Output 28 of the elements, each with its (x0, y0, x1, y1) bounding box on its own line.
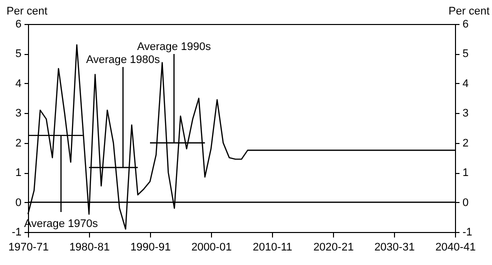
annotation: Average 1990s (137, 41, 212, 53)
y-tick-label: 4 (15, 78, 22, 90)
y2-axis-title: Per cent (448, 6, 490, 18)
x-tick-label: 2040-41 (435, 242, 476, 254)
x-tick-label: 2020-21 (313, 242, 354, 254)
y-tick-label: 3 (15, 108, 22, 120)
y2-tick-label: 3 (462, 108, 469, 120)
y2-tick-label: 4 (462, 78, 469, 90)
annotation: Average 1980s (86, 54, 160, 66)
x-tick-label: 1990-91 (130, 242, 171, 254)
y-tick-label: 5 (15, 48, 22, 60)
y-tick-label: 1 (15, 167, 22, 180)
y2-tick-label: 6 (462, 18, 469, 30)
y2-tick-label: 2 (462, 137, 469, 150)
y-tick-label: -1 (12, 226, 22, 238)
y2-tick-label: 0 (462, 196, 469, 209)
x-tick-label: 2000-01 (191, 242, 232, 254)
y2-tick-label: -1 (462, 226, 472, 238)
y-tick-label: 6 (15, 18, 22, 30)
y-tick-label: 0 (15, 196, 22, 209)
x-tick-label: 2030-31 (374, 242, 415, 254)
x-tick-label: 2010-11 (252, 242, 292, 254)
y2-tick-label: 5 (462, 48, 469, 60)
y2-tick-label: 1 (462, 167, 469, 180)
x-tick-label: 1970-71 (8, 242, 49, 254)
x-tick-label: 1980-81 (69, 242, 110, 254)
y-tick-label: 2 (15, 137, 22, 150)
y-axis-title: Per cent (6, 6, 48, 18)
